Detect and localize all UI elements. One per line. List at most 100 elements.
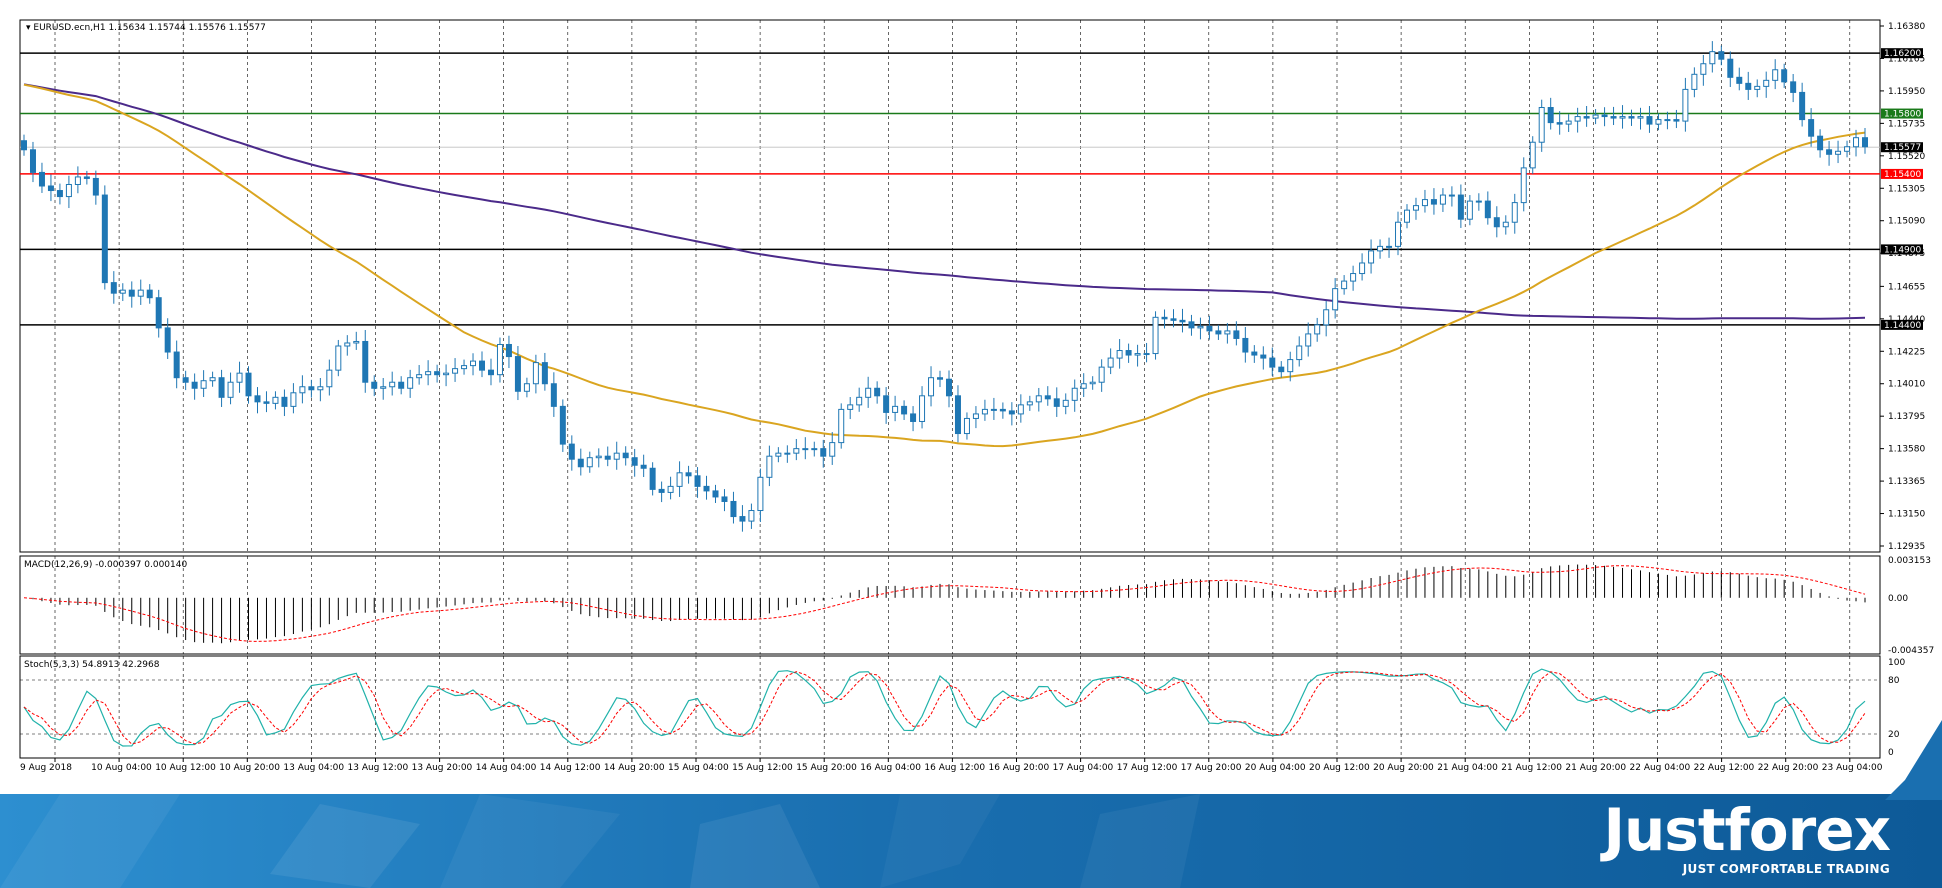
candle-body — [496, 343, 503, 376]
candle-body — [1592, 114, 1599, 119]
candle-body — [1439, 194, 1446, 205]
candle-body — [874, 387, 881, 397]
candle-body — [532, 362, 539, 385]
candle-body — [227, 381, 234, 398]
candle-body — [434, 371, 441, 376]
level-label-bg — [1881, 168, 1923, 179]
candle-body — [1152, 316, 1159, 355]
time-tick-label: 10 Aug 12:00 — [155, 763, 216, 773]
candle-body — [937, 377, 944, 380]
candle-body — [461, 365, 468, 370]
candle-body — [1412, 205, 1419, 211]
candle-body — [1565, 120, 1572, 125]
price-tick-label: 1.13365 — [1888, 477, 1925, 487]
candle-body — [1269, 357, 1276, 368]
price-tick-label: 1.15305 — [1888, 184, 1925, 194]
candle-body — [1287, 359, 1294, 373]
candle-body — [1655, 119, 1662, 125]
candle-body — [335, 345, 342, 371]
fast-ma-line — [23, 83, 1866, 448]
candle-body — [299, 386, 306, 394]
price-tick-label: 1.12935 — [1888, 542, 1925, 552]
level-label: 1.16200 — [1884, 49, 1921, 59]
candle-body — [416, 374, 423, 379]
candle-body — [1610, 116, 1617, 119]
candle-body — [1062, 399, 1069, 407]
current-price-label: 1.15577 — [1884, 143, 1921, 153]
candle-body — [281, 396, 288, 407]
candle-body — [829, 442, 836, 457]
level-label: 1.14400 — [1884, 321, 1921, 331]
stoch-tick-label: 0 — [1888, 748, 1894, 758]
candle-body — [1197, 325, 1204, 329]
candle-body — [1817, 135, 1824, 151]
price-tick-label: 1.15735 — [1888, 119, 1925, 129]
candle-body — [1853, 137, 1860, 148]
candle-body — [1700, 63, 1707, 75]
candle-body — [685, 472, 692, 477]
candle-body — [1134, 353, 1141, 356]
macd-panel-frame — [19, 555, 1881, 655]
slow-ma-line — [23, 83, 1866, 320]
candle-body — [371, 381, 378, 389]
candle-body — [1125, 350, 1132, 356]
level-labels: 1.16200 1.15800 1.15400 1.14900 1.14400 1.155… — [1881, 48, 1923, 331]
candle-body — [1206, 325, 1213, 332]
candle-body — [209, 377, 216, 382]
candle-body — [1682, 88, 1689, 122]
candle-body — [1305, 333, 1312, 347]
time-tick-label: 17 Aug 20:00 — [1181, 763, 1242, 773]
candle-body — [784, 452, 791, 455]
time-tick-label: 21 Aug 04:00 — [1437, 763, 1498, 773]
candle-body — [47, 185, 54, 192]
candle-body — [1727, 58, 1734, 78]
time-tick-label: 13 Aug 04:00 — [283, 763, 344, 773]
candle-body — [182, 377, 189, 383]
time-tick-label: 21 Aug 12:00 — [1501, 763, 1562, 773]
level-label-bg — [1881, 244, 1923, 255]
candle-body — [1547, 107, 1554, 124]
candle-body — [793, 448, 800, 454]
candle-body — [1781, 69, 1788, 83]
price-tick-label: 1.14010 — [1888, 380, 1925, 390]
macd-tick-label: -0.004357 — [1888, 646, 1934, 656]
candle-body — [1224, 330, 1231, 335]
stoch-label: Stoch(5,3,3) 54.8913 42.2968 — [24, 660, 160, 670]
candle-body — [1161, 316, 1168, 320]
candle-body — [200, 380, 207, 389]
candle-body — [721, 496, 728, 502]
level-label-bg — [1881, 319, 1923, 330]
candle-body — [1098, 366, 1105, 383]
candle-body — [1628, 116, 1635, 119]
candle-body — [1323, 309, 1330, 326]
time-tick-label: 15 Aug 04:00 — [668, 763, 729, 773]
candle-body — [1170, 318, 1177, 321]
candle-body — [757, 476, 764, 512]
time-tick-label: 21 Aug 20:00 — [1565, 763, 1626, 773]
price-axis: 1.16380 1.16165 1.15950 1.15735 1.15520 1.153… — [1880, 22, 1925, 552]
candle-body — [1664, 119, 1671, 122]
candle-body — [568, 443, 575, 460]
candle-body — [928, 377, 935, 397]
time-tick-label: 17 Aug 04:00 — [1053, 763, 1114, 773]
candle-body — [1709, 51, 1716, 65]
candle-body — [1790, 81, 1797, 93]
candle-body — [110, 282, 117, 294]
candle-body — [613, 452, 620, 460]
candle-body — [1736, 76, 1743, 84]
candle-body — [1017, 404, 1024, 415]
candle-body — [910, 413, 917, 422]
macd-tick-label: 0.003153 — [1888, 556, 1931, 566]
time-tick-label: 9 Aug 2018 — [20, 763, 72, 773]
time-tick-label: 16 Aug 04:00 — [860, 763, 921, 773]
candle-body — [1556, 122, 1563, 125]
chart-area: 1.16380 1.16165 1.15950 1.15735 1.15520 1.153… — [19, 19, 1934, 773]
candle-body — [1053, 398, 1060, 407]
candle-body — [236, 372, 243, 383]
macd-axis: 0.003153 0.00 -0.004357 — [1888, 556, 1934, 656]
time-tick-label: 22 Aug 04:00 — [1630, 763, 1691, 773]
candle-body — [523, 383, 530, 392]
candle-body — [1215, 330, 1222, 335]
candle-body — [452, 368, 459, 374]
candle-body — [1403, 209, 1410, 223]
